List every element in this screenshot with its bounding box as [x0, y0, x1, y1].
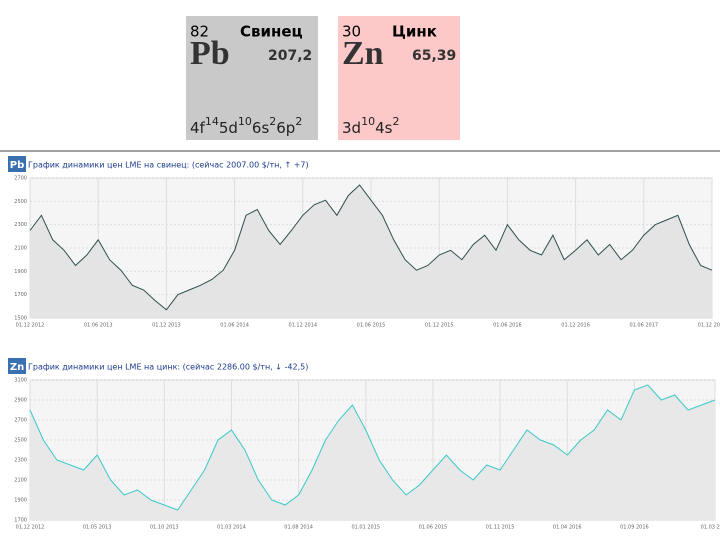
config-base: 4f [190, 119, 206, 137]
config-base: 6p [276, 119, 295, 137]
config-base: 4s [375, 119, 393, 137]
element-name: Цинк [392, 23, 437, 41]
y-tick-label: 2700 [14, 176, 27, 182]
x-tick-label: 01.12 2017 [698, 323, 720, 329]
chart: Zn График динамики цен LME на цинк: (сейч… [8, 358, 720, 531]
electron-config: 3d104s2 [342, 115, 399, 137]
element-card: 30 Цинк Zn 65,39 3d104s2 [338, 16, 460, 140]
area [30, 385, 715, 520]
x-tick-label: 01.06 2014 [220, 323, 249, 329]
price-line [29, 184, 713, 311]
x-tick-label: 01.06 2015 [357, 323, 386, 329]
x-tick-label: 01.04 2016 [553, 525, 582, 531]
x-tick-label: 01.05 2013 [83, 525, 112, 531]
icon-bg [8, 358, 26, 374]
price-line [29, 384, 716, 511]
config-sup: 2 [392, 115, 399, 128]
card-bg [186, 16, 318, 140]
x-tick-label: 01.12 2016 [561, 323, 590, 329]
x-tick-label: 01.06 2015 [419, 525, 448, 531]
chart-icon: Zn [10, 362, 24, 373]
card-bg [338, 16, 460, 140]
y-tick-label: 3100 [14, 378, 27, 384]
x-tick-label: 01.12 2015 [425, 323, 454, 329]
y-tick-label: 2500 [14, 438, 27, 444]
config-base: 5d [219, 119, 238, 137]
config-base: 6s [252, 119, 270, 137]
x-tick-label: 01.09 2016 [620, 525, 649, 531]
x-tick-label: 01.06 2013 [84, 323, 113, 329]
y-tick-label: 2500 [14, 199, 27, 205]
y-tick-label: 2700 [14, 418, 27, 424]
element-symbol: Zn [342, 35, 384, 72]
atomic-number: 82 [190, 23, 209, 41]
area [30, 185, 712, 318]
x-tick-label: 01.06 2016 [493, 323, 522, 329]
y-tick-label: 2100 [14, 246, 27, 252]
x-tick-label: 01.12 2012 [16, 323, 45, 329]
chart-title: График динамики цен LME на цинк: (сейчас… [28, 363, 308, 372]
chart: Pb График динамики цен LME на свинец: (се… [8, 156, 720, 329]
y-tick-label: 2300 [14, 222, 27, 228]
chart-title: График динамики цен LME на свинец: (сейч… [28, 161, 309, 170]
config-sup: 10 [361, 115, 375, 128]
config-base: 3d [342, 119, 361, 137]
x-tick-label: 01.03 2014 [217, 525, 246, 531]
config-sup: 10 [238, 115, 252, 128]
icon-bg [8, 156, 26, 172]
y-tick-label: 1900 [14, 498, 27, 504]
x-tick-label: 01.08 2014 [284, 525, 313, 531]
x-tick-label: 01.12 2013 [152, 323, 181, 329]
element-symbol: Pb [190, 35, 230, 72]
x-tick-label: 01.01 2015 [351, 525, 380, 531]
y-tick-label: 2100 [14, 478, 27, 484]
x-tick-label: 01.10 2013 [150, 525, 179, 531]
y-tick-label: 1900 [14, 269, 27, 275]
atomic-number: 30 [342, 23, 361, 41]
element-name: Свинец [240, 23, 303, 41]
x-tick-label: 01.12 2014 [288, 323, 317, 329]
y-tick-label: 1700 [14, 518, 27, 524]
atomic-mass: 207,2 [268, 48, 312, 64]
x-tick-label: 01.11 2015 [486, 525, 515, 531]
config-sup: 2 [295, 115, 302, 128]
x-tick-label: 01.12 2012 [16, 525, 45, 531]
x-tick-label: 01.06 2017 [629, 323, 658, 329]
y-tick-label: 1700 [14, 292, 27, 298]
electron-config: 4f145d106s26p2 [190, 115, 302, 137]
y-tick-label: 2900 [14, 398, 27, 404]
y-tick-label: 1500 [14, 316, 27, 322]
config-sup: 2 [269, 115, 276, 128]
chart-icon: Pb [10, 160, 25, 171]
y-tick-label: 2300 [14, 458, 27, 464]
x-tick-label: 01.03 2017 [701, 525, 720, 531]
config-sup: 14 [205, 115, 219, 128]
atomic-mass: 65,39 [412, 48, 456, 64]
